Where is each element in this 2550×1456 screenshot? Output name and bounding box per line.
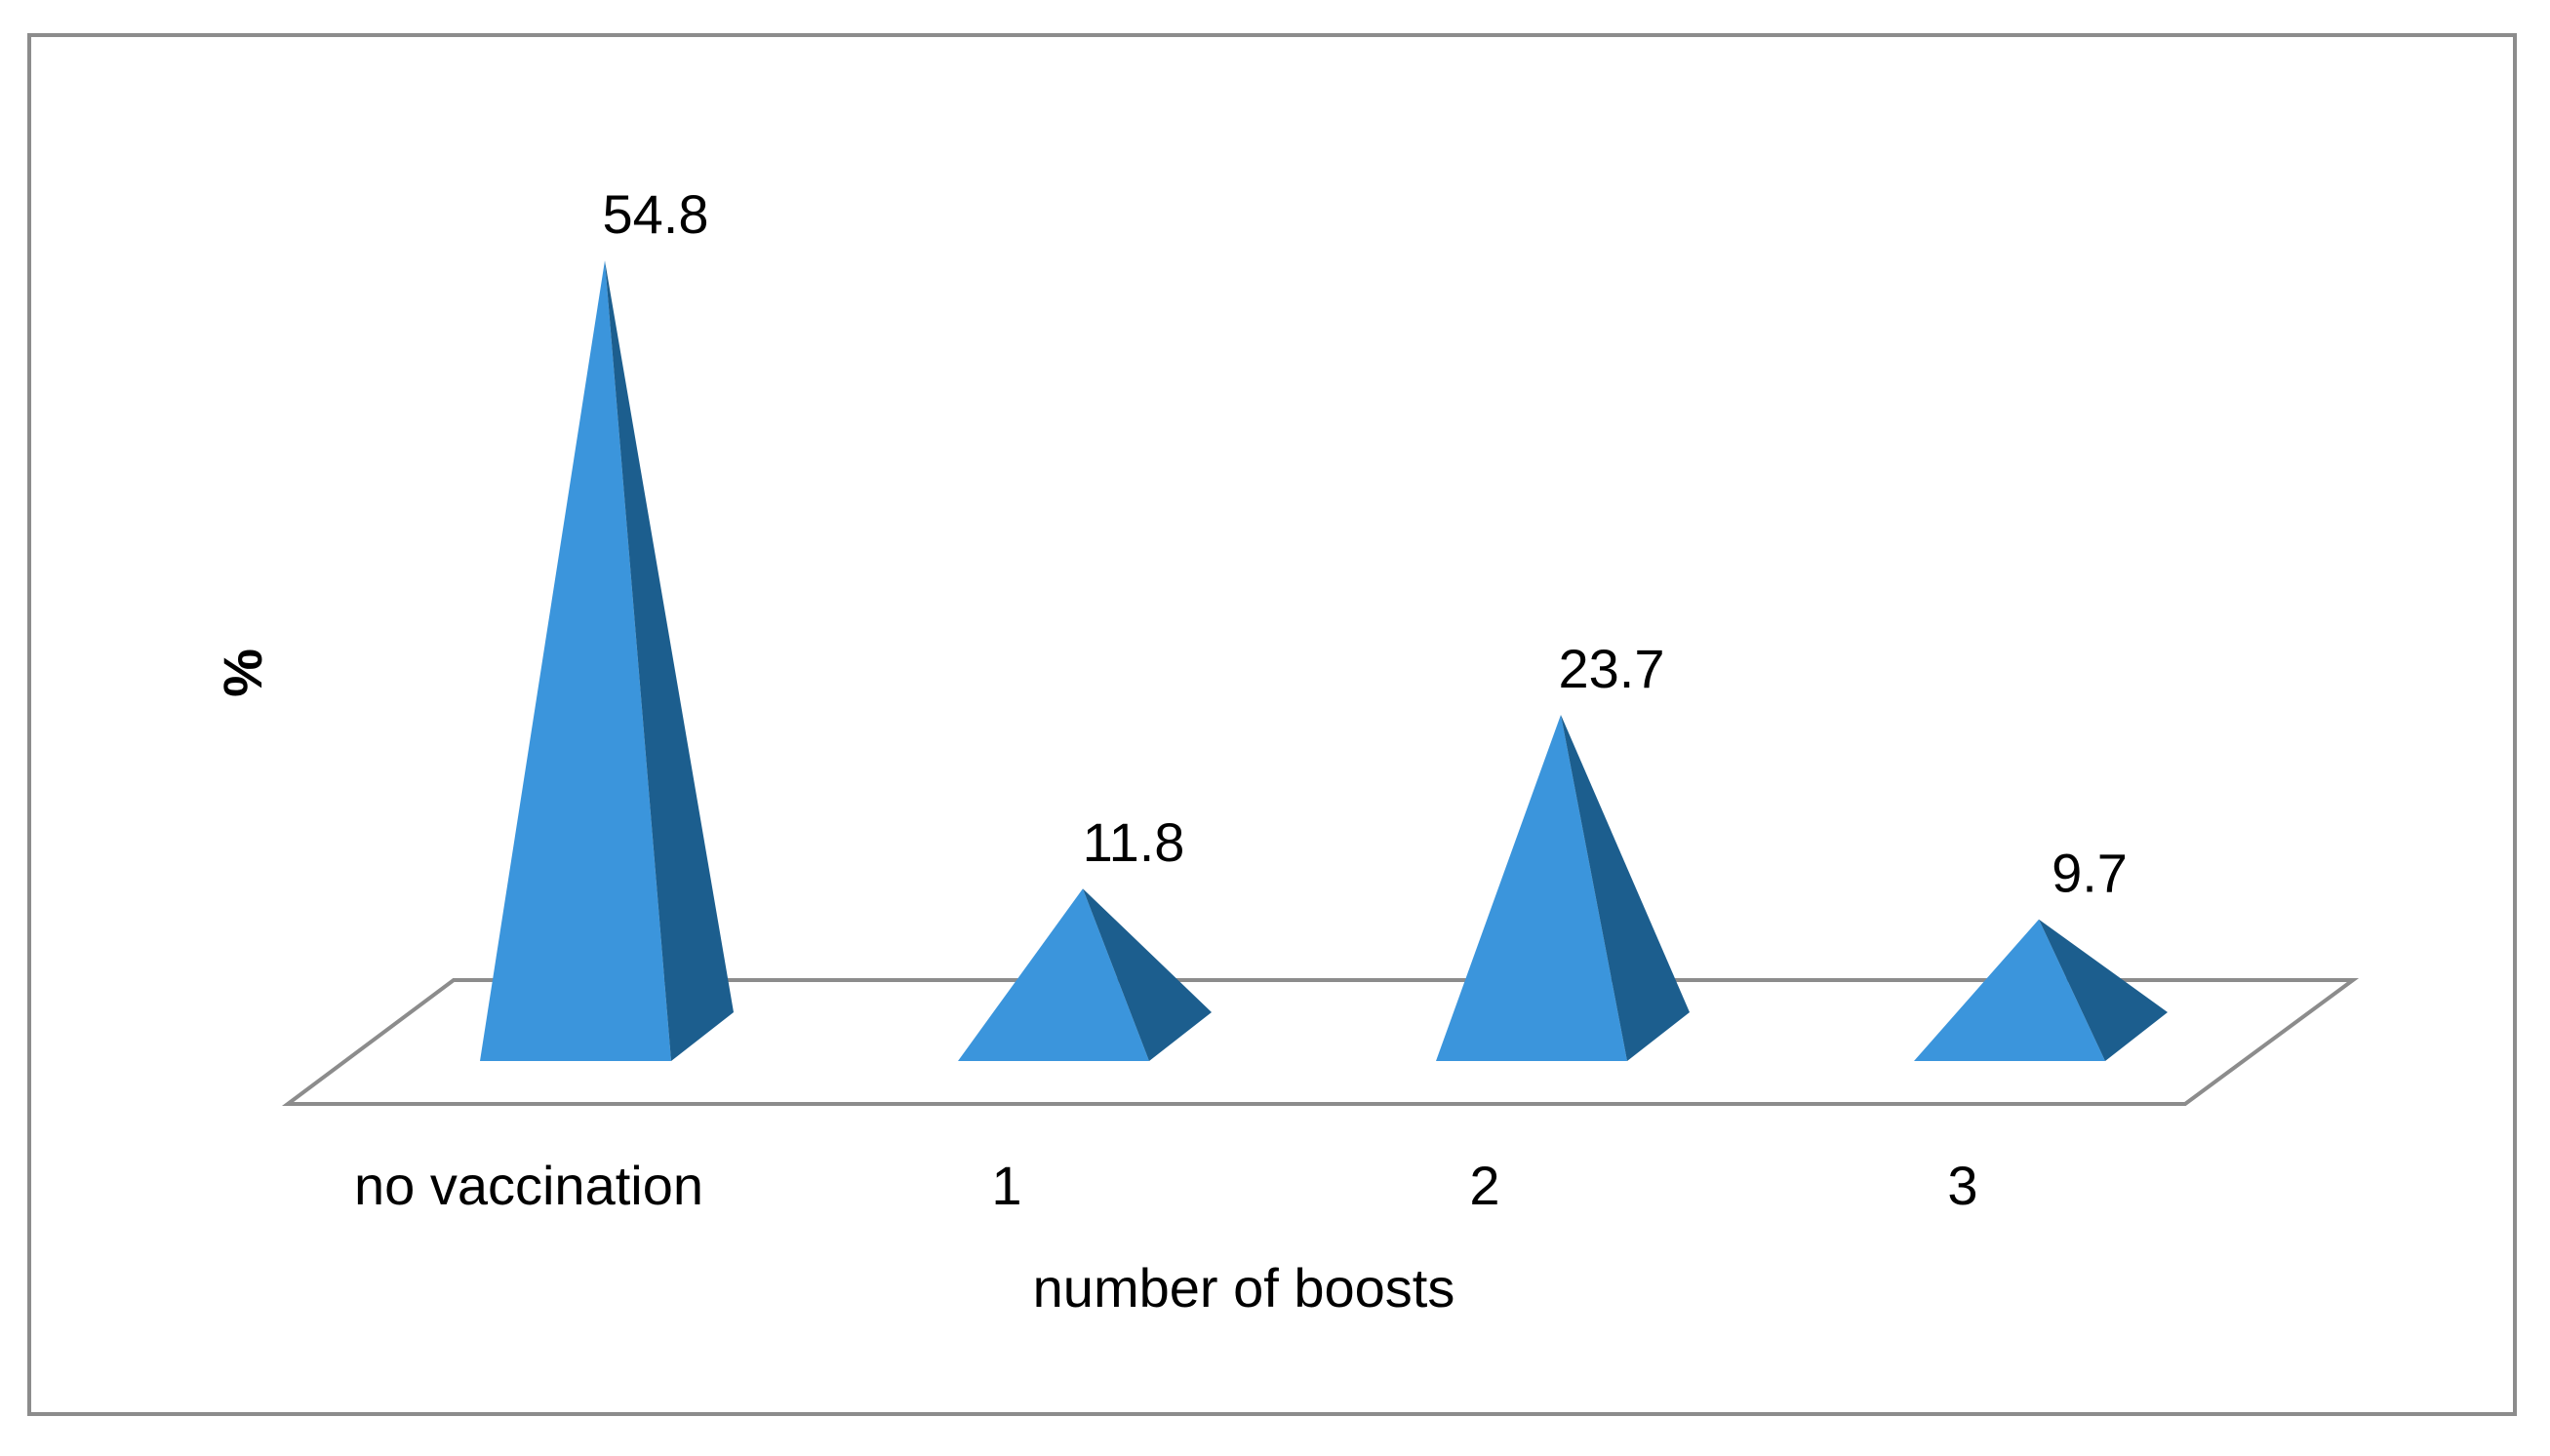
x-tick-label: 2 — [1469, 1155, 1499, 1216]
pyramid-front-face — [1436, 714, 1627, 1061]
x-axis-label: number of boosts — [1033, 1257, 1455, 1318]
pyramid-side-face — [2039, 919, 2168, 1061]
chart-floor — [281, 978, 2360, 1106]
pyramid-side-face — [1083, 888, 1212, 1061]
x-tick-label: 1 — [991, 1155, 1021, 1216]
x-tick-labels: no vaccination 1 2 3 — [354, 1155, 1978, 1216]
pyramid-front-face — [958, 888, 1149, 1061]
pyramid-side-face — [1561, 714, 1690, 1061]
pyramid-bars — [480, 260, 2168, 1061]
data-label: 9.7 — [2052, 843, 2128, 904]
x-tick-label: 3 — [1947, 1155, 1977, 1216]
y-axis-label: % — [212, 649, 273, 697]
data-label: 23.7 — [1559, 638, 1665, 699]
chart-border — [27, 33, 2517, 1416]
pyramid-front-face — [480, 260, 671, 1061]
data-label: 54.8 — [603, 183, 709, 245]
pyramid-side-face — [605, 260, 734, 1061]
data-labels: 54.8 11.8 23.7 9.7 — [603, 183, 2128, 904]
data-label: 11.8 — [1083, 811, 1185, 873]
x-tick-label: no vaccination — [354, 1155, 703, 1216]
pyramid-front-face — [1914, 919, 2105, 1061]
